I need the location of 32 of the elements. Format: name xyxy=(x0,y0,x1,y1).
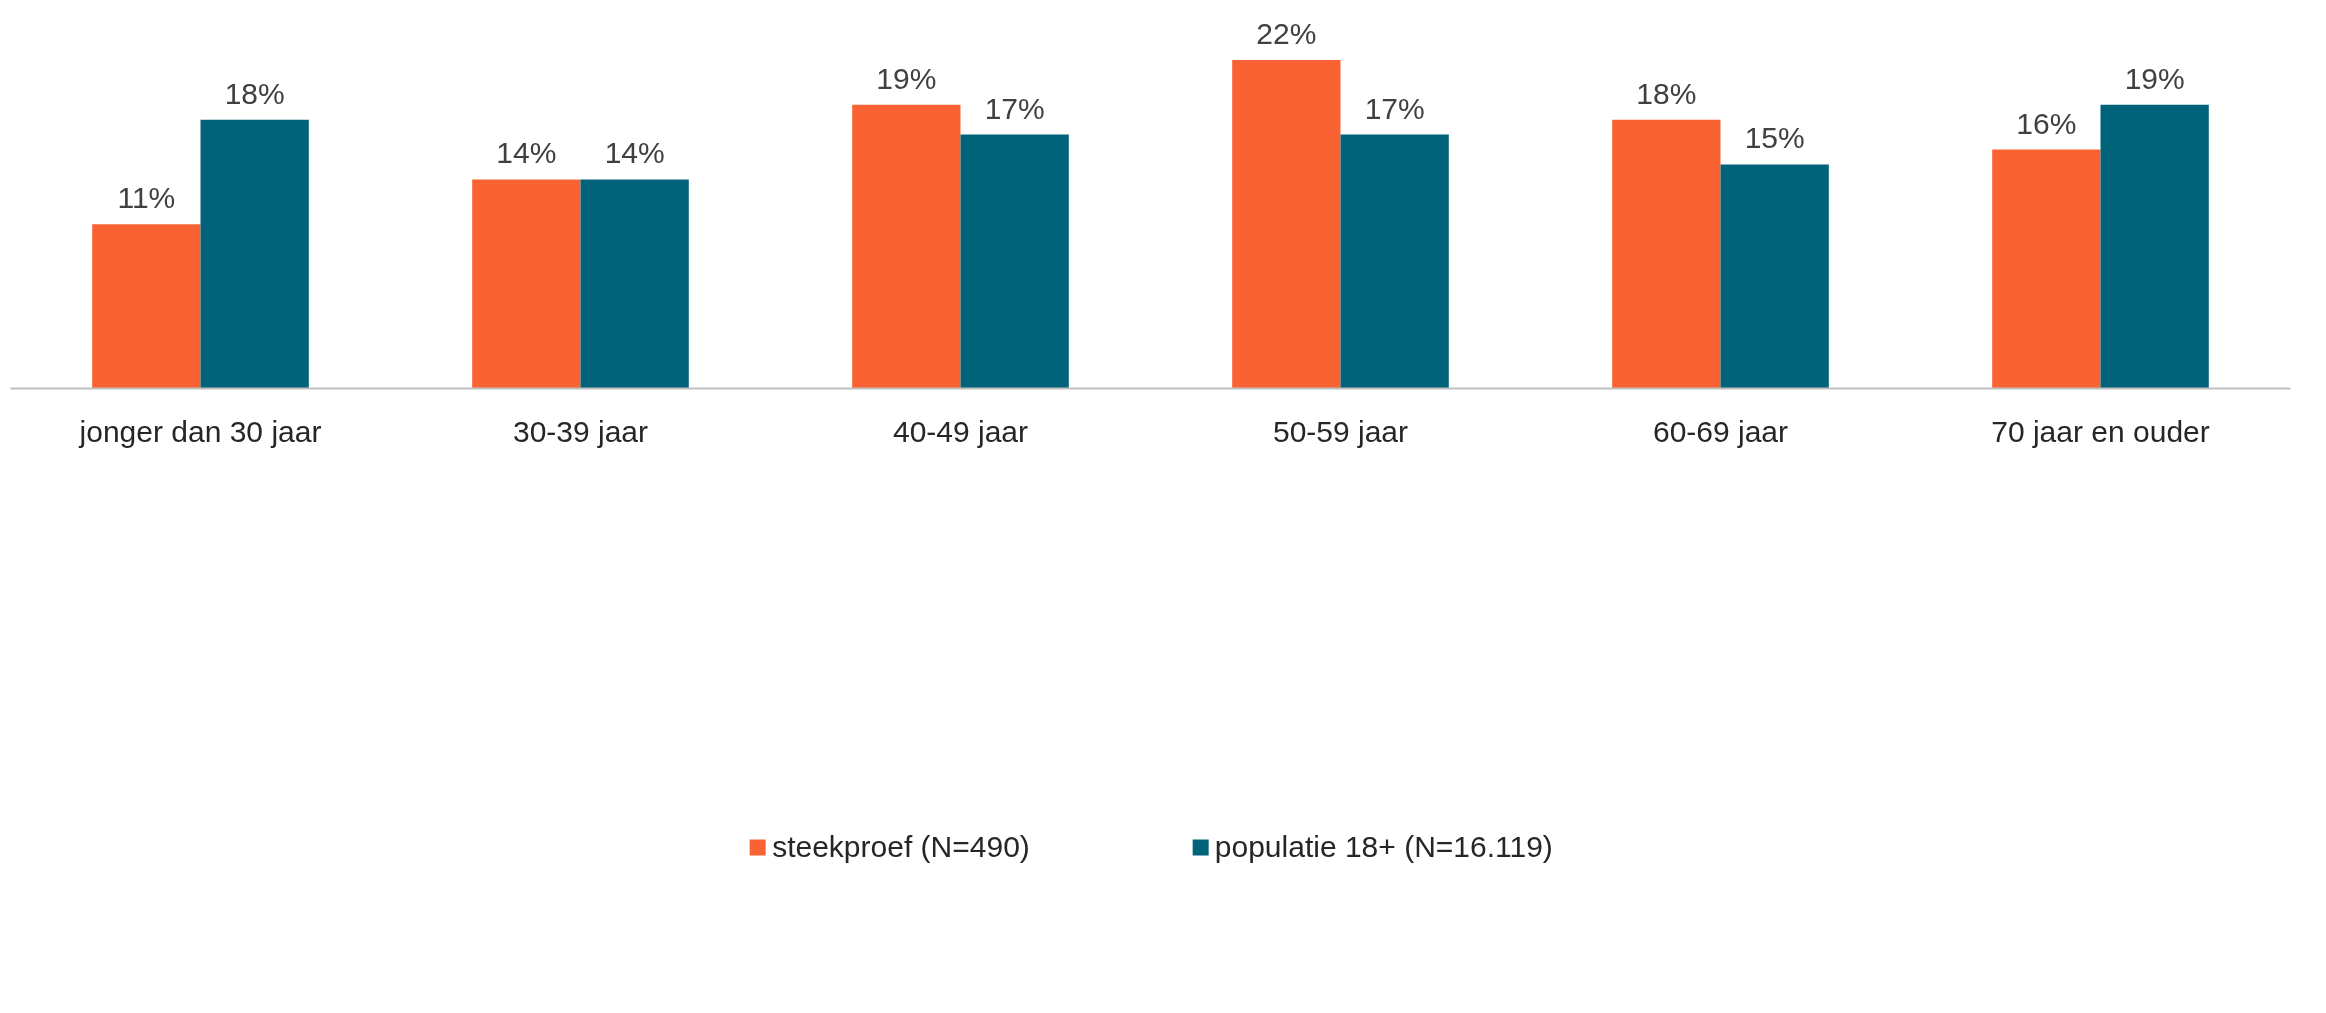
bar xyxy=(1612,119,1721,389)
data-label: 18% xyxy=(224,76,285,110)
x-tick-label: 50-59 jaar xyxy=(1272,414,1409,448)
bar xyxy=(960,134,1069,389)
data-label: 18% xyxy=(1636,76,1697,110)
bar xyxy=(1720,164,1829,389)
bar xyxy=(580,179,689,389)
bar xyxy=(852,104,961,389)
data-label: 22% xyxy=(1256,16,1317,50)
bar xyxy=(1232,59,1341,389)
x-tick-label: 40-49 jaar xyxy=(892,414,1029,448)
data-label: 19% xyxy=(876,61,937,95)
data-label: 17% xyxy=(984,91,1045,125)
data-label: 14% xyxy=(496,136,557,170)
x-tick-label: 60-69 jaar xyxy=(1652,414,1789,448)
data-label: 16% xyxy=(2016,106,2077,140)
bar xyxy=(1992,149,2101,389)
data-label: 19% xyxy=(2124,61,2185,95)
bar xyxy=(92,224,201,389)
x-tick-label: 30-39 jaar xyxy=(512,414,649,448)
data-label: 11% xyxy=(117,181,176,215)
legend-label: steekproef (N=490) xyxy=(772,829,1030,864)
bar xyxy=(2100,104,2209,389)
bar xyxy=(200,119,309,389)
bar xyxy=(1340,134,1449,389)
data-label: 17% xyxy=(1364,91,1425,125)
bar xyxy=(472,179,581,389)
data-label: 15% xyxy=(1744,121,1805,155)
data-label: 14% xyxy=(604,136,665,170)
x-tick-label: 70 jaar en ouder xyxy=(1991,414,2210,448)
legend-label: populatie 18+ (N=16.119) xyxy=(1214,829,1553,864)
x-tick-label: jonger dan 30 jaar xyxy=(78,414,322,448)
